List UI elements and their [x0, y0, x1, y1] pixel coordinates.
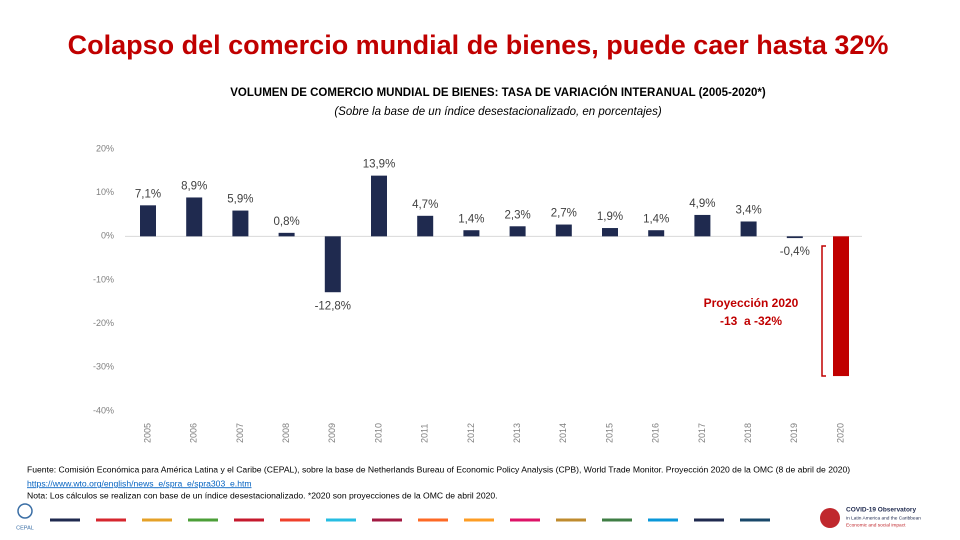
logo-right-text: COVID-19 Observatory — [846, 507, 916, 514]
bar — [232, 210, 249, 237]
x-tick-label: 2007 — [235, 423, 245, 443]
x-tick-label: 2008 — [281, 423, 291, 443]
x-tick-label: 2010 — [373, 423, 383, 443]
y-tick-label: -10% — [93, 274, 114, 284]
value-label: 0,8% — [273, 216, 299, 228]
y-tick-label: 0% — [101, 231, 114, 241]
bar — [417, 215, 434, 237]
x-tick-label: 2017 — [697, 423, 707, 443]
x-tick-label: 2020 — [835, 423, 845, 443]
covid-logo — [820, 508, 840, 528]
bar — [694, 214, 711, 237]
chart-title: VOLUMEN DE COMERCIO MUNDIAL DE BIENES: T… — [230, 86, 766, 99]
bar — [140, 205, 156, 237]
y-tick-label: -40% — [93, 405, 114, 415]
projection-bracket — [821, 245, 826, 377]
x-tick-label: 2015 — [604, 423, 614, 443]
x-tick-label: 2019 — [789, 423, 799, 443]
value-label: 4,7% — [412, 199, 438, 211]
value-label: 13,9% — [363, 159, 396, 171]
bar — [463, 230, 480, 237]
value-label: 1,4% — [458, 213, 484, 225]
bar — [371, 175, 387, 237]
x-tick-label: 2009 — [327, 423, 337, 443]
value-label: 8,9% — [181, 181, 207, 193]
bar — [186, 197, 203, 237]
note: Nota: Los cálculos se realizan con base … — [27, 490, 498, 500]
value-label: 3,4% — [735, 205, 761, 217]
value-label: 2,3% — [504, 209, 530, 221]
x-tick-label: 2016 — [651, 423, 661, 443]
x-tick-label: 2012 — [466, 423, 476, 443]
bar — [602, 228, 618, 237]
bar — [555, 224, 572, 237]
logo-right-text: in Latin America and the Caribbean — [846, 515, 921, 521]
bar — [786, 236, 803, 239]
x-tick-label: 2014 — [558, 423, 568, 443]
bar — [740, 221, 757, 237]
annotation: Proyección 2020 — [704, 296, 799, 310]
value-label: 2,7% — [551, 208, 577, 220]
x-tick-label: 2011 — [420, 424, 430, 443]
bar — [278, 232, 295, 237]
x-tick-label: 2006 — [189, 423, 199, 443]
value-label: 1,4% — [643, 213, 669, 225]
y-tick-label: -30% — [93, 362, 114, 372]
y-tick-label: 10% — [96, 187, 114, 197]
value-label: -0,4% — [780, 246, 810, 258]
x-tick-label: 2018 — [743, 423, 753, 443]
value-label: 1,9% — [597, 211, 623, 223]
bar — [324, 236, 341, 293]
x-tick-label: 2013 — [512, 423, 522, 443]
chart-subtitle: (Sobre la base de un índice desestaciona… — [334, 106, 661, 118]
y-tick-label: -20% — [93, 318, 114, 328]
logo-right-text: Economic and social impact — [846, 522, 906, 528]
logo-left-text: CEPAL — [16, 525, 34, 531]
value-label: 7,1% — [135, 188, 161, 200]
x-tick-label: 2005 — [142, 423, 152, 443]
bar — [833, 236, 849, 377]
source-url[interactable]: https://www.wto.org/english/news_e/spra_… — [27, 478, 252, 488]
source: Fuente: Comisión Económica para América … — [27, 464, 850, 474]
un-logo — [17, 503, 33, 519]
annotation: -13 a -32% — [720, 314, 782, 328]
slide-title: Colapso del comercio mundial de bienes, … — [68, 30, 889, 60]
bar — [509, 226, 526, 237]
value-label: 4,9% — [689, 198, 715, 210]
value-label: 5,9% — [227, 194, 253, 206]
value-label: -12,8% — [315, 300, 351, 312]
bar — [648, 230, 665, 237]
y-tick-label: 20% — [96, 143, 114, 153]
